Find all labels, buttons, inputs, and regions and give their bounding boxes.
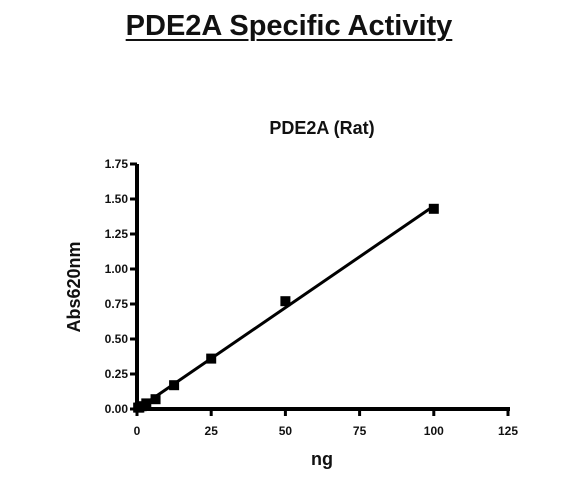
data-point bbox=[206, 353, 217, 364]
y-tick-label: 0.75 bbox=[105, 297, 129, 311]
chart-title: PDE2A (Rat) bbox=[269, 118, 374, 138]
x-tick-label: 75 bbox=[353, 424, 367, 438]
data-point bbox=[150, 394, 161, 405]
x-tick-label: 25 bbox=[205, 424, 219, 438]
y-tick-label: 0.00 bbox=[105, 402, 129, 416]
data-point bbox=[280, 296, 291, 307]
fit-line bbox=[137, 204, 435, 410]
data-point bbox=[141, 398, 152, 409]
y-tick-label: 0.50 bbox=[105, 332, 129, 346]
y-tick-label: 0.25 bbox=[105, 367, 129, 381]
x-tick-label: 100 bbox=[424, 424, 444, 438]
y-tick-label: 1.25 bbox=[105, 227, 129, 241]
plot-area: 0 25 50 75 100 125 0.00 0.25 0.50 0.75 1.00 1.25 1.5… bbox=[105, 157, 519, 438]
page-title: PDE2A Specific Activity bbox=[125, 10, 453, 42]
y-axis-label: Abs620nm bbox=[64, 241, 84, 332]
x-tick-label: 0 bbox=[134, 424, 141, 438]
y-tick-label: 1.75 bbox=[105, 157, 129, 171]
data-point bbox=[169, 380, 180, 391]
data-point bbox=[428, 203, 439, 214]
x-tick-label: 125 bbox=[498, 424, 518, 438]
x-tick-label: 50 bbox=[279, 424, 293, 438]
y-tick-label: 1.50 bbox=[105, 192, 129, 206]
y-tick-label: 1.00 bbox=[105, 262, 129, 276]
x-axis-label: ng bbox=[311, 449, 333, 469]
